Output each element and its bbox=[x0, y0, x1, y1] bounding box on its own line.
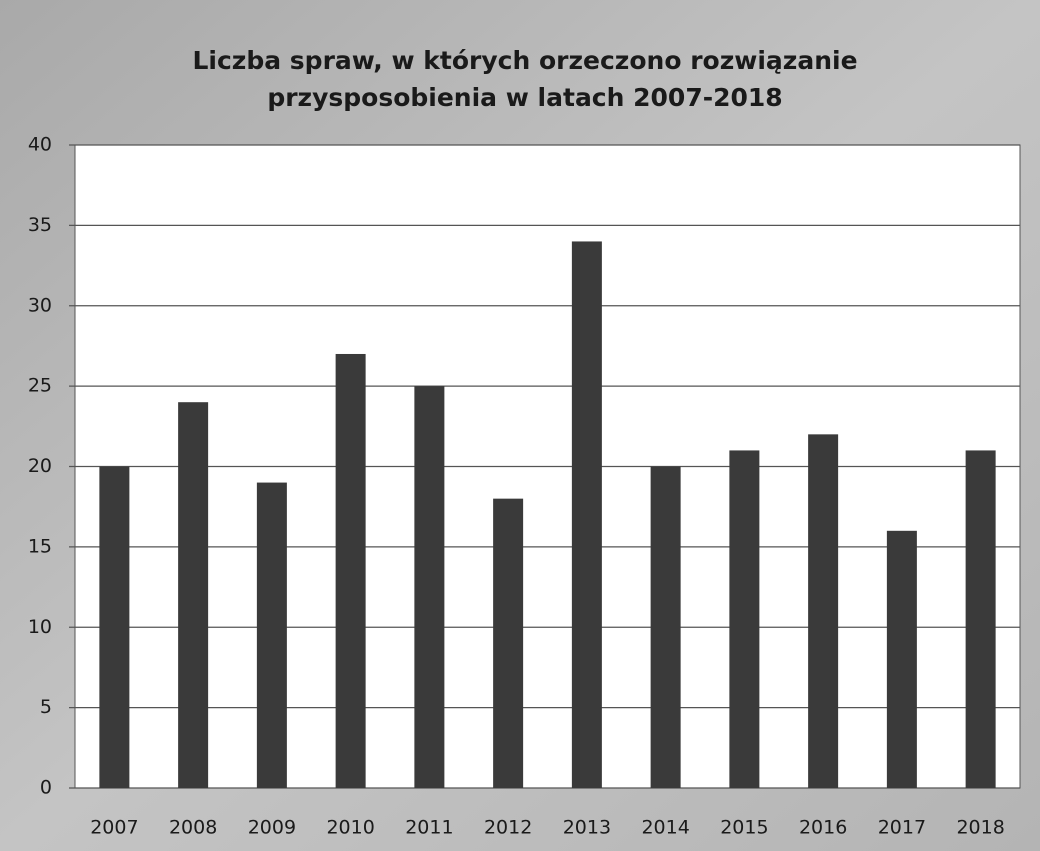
y-tick-label: 0 bbox=[40, 777, 52, 799]
x-tick-label: 2010 bbox=[326, 817, 374, 839]
x-tick-label: 2017 bbox=[878, 817, 926, 839]
x-tick-label: 2013 bbox=[563, 817, 611, 839]
y-tick-label: 5 bbox=[40, 696, 52, 718]
chart-title: Liczba spraw, w których orzeczono rozwią… bbox=[192, 46, 857, 75]
bar bbox=[886, 530, 917, 788]
bar bbox=[256, 482, 287, 788]
bar bbox=[965, 450, 996, 788]
bar bbox=[335, 353, 366, 788]
y-tick-label: 15 bbox=[28, 535, 52, 557]
y-tick-label: 25 bbox=[28, 375, 52, 397]
y-tick-label: 35 bbox=[28, 214, 52, 236]
x-tick-label: 2016 bbox=[799, 817, 847, 839]
bar bbox=[99, 466, 130, 788]
y-tick-label: 20 bbox=[28, 455, 52, 477]
x-tick-label: 2015 bbox=[720, 817, 768, 839]
x-tick-label: 2011 bbox=[405, 817, 453, 839]
x-tick-label: 2009 bbox=[248, 817, 296, 839]
x-tick-label: 2018 bbox=[956, 817, 1004, 839]
y-tick-label: 10 bbox=[28, 616, 52, 638]
x-tick-label: 2008 bbox=[169, 817, 217, 839]
chart-title: przysposobienia w latach 2007-2018 bbox=[267, 83, 782, 112]
y-tick-label: 30 bbox=[28, 294, 52, 316]
bar bbox=[178, 402, 209, 788]
x-tick-label: 2012 bbox=[484, 817, 532, 839]
y-tick-label: 40 bbox=[28, 134, 52, 156]
bar bbox=[493, 498, 524, 788]
bar bbox=[729, 450, 760, 788]
x-tick-label: 2014 bbox=[641, 817, 689, 839]
bar bbox=[414, 386, 445, 788]
bar bbox=[571, 241, 602, 788]
bar bbox=[650, 466, 681, 788]
x-tick-label: 2007 bbox=[90, 817, 138, 839]
bar bbox=[808, 434, 839, 788]
